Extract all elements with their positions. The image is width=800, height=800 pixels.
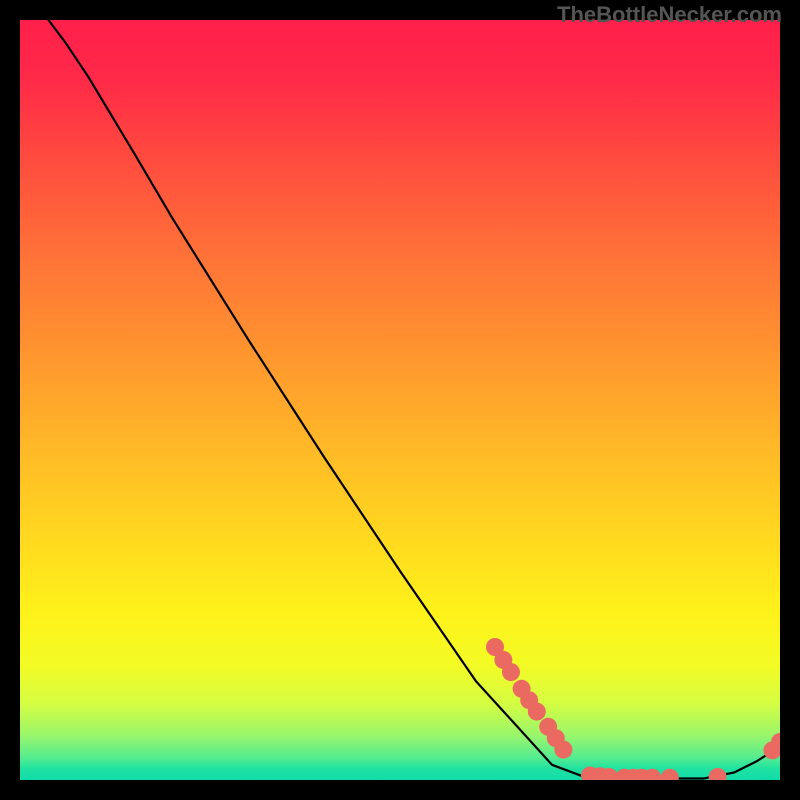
plot-area [20, 20, 780, 780]
watermark-text: TheBottleNecker.com [557, 2, 782, 28]
chart-stage: TheBottleNecker.com [0, 0, 800, 800]
plot-svg [20, 20, 780, 780]
heat-background [20, 20, 780, 780]
data-marker [528, 703, 546, 721]
data-marker [502, 663, 520, 681]
data-marker [554, 741, 572, 759]
